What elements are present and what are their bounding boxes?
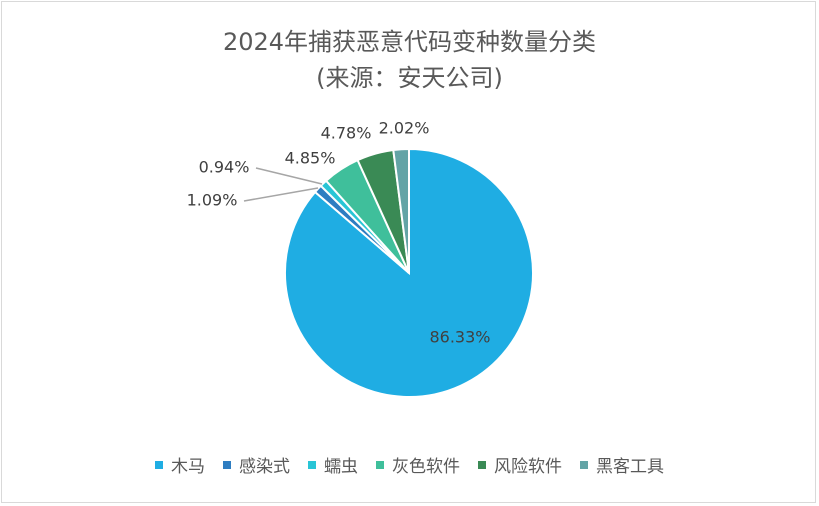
chart-subtitle: (来源：安天公司) xyxy=(316,64,503,92)
data-label-infector: 1.09% xyxy=(187,191,238,210)
leader-line-infector xyxy=(243,187,319,202)
data-label-trojan: 86.33% xyxy=(429,328,490,347)
legend-label-worm: 蠕虫 xyxy=(324,457,358,477)
legend-label-grayware: 灰色软件 xyxy=(392,457,460,477)
legend: 木马 感染式 蠕虫 灰色软件 风险软件 黑客工具 xyxy=(0,452,819,477)
legend-item-infector: 感染式 xyxy=(223,452,290,477)
legend-item-hacktool: 黑客工具 xyxy=(580,452,664,477)
leader-line-worm xyxy=(255,167,323,185)
legend-label-riskware: 风险软件 xyxy=(494,457,562,477)
legend-swatch-worm xyxy=(308,460,316,469)
legend-swatch-grayware xyxy=(376,460,384,469)
legend-label-infector: 感染式 xyxy=(239,457,290,477)
legend-label-trojan: 木马 xyxy=(171,457,205,477)
legend-swatch-infector xyxy=(223,460,231,469)
legend-swatch-trojan xyxy=(155,460,163,469)
legend-item-trojan: 木马 xyxy=(155,452,205,477)
legend-item-worm: 蠕虫 xyxy=(308,452,358,477)
data-label-hacktool: 2.02% xyxy=(379,119,430,138)
data-label-riskware: 4.78% xyxy=(321,124,372,143)
legend-item-grayware: 灰色软件 xyxy=(376,452,460,477)
legend-label-hacktool: 黑客工具 xyxy=(596,457,664,477)
legend-swatch-riskware xyxy=(478,460,486,469)
data-label-grayware: 4.85% xyxy=(285,149,336,168)
pie-slice-hacktool xyxy=(392,147,410,274)
data-label-worm: 0.94% xyxy=(199,158,250,177)
legend-swatch-hacktool xyxy=(580,460,588,469)
chart-title: 2024年捕获恶意代码变种数量分类 xyxy=(222,28,597,56)
legend-item-riskware: 风险软件 xyxy=(478,452,562,477)
